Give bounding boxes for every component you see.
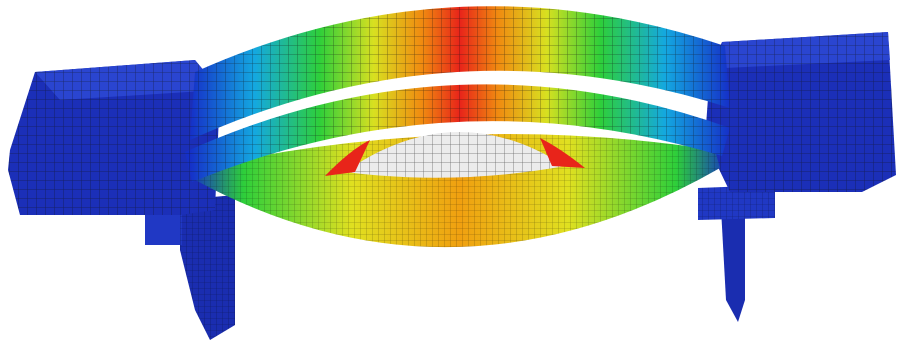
end-blocks xyxy=(8,32,896,215)
deformed-beam xyxy=(185,6,730,248)
supports xyxy=(145,185,775,340)
